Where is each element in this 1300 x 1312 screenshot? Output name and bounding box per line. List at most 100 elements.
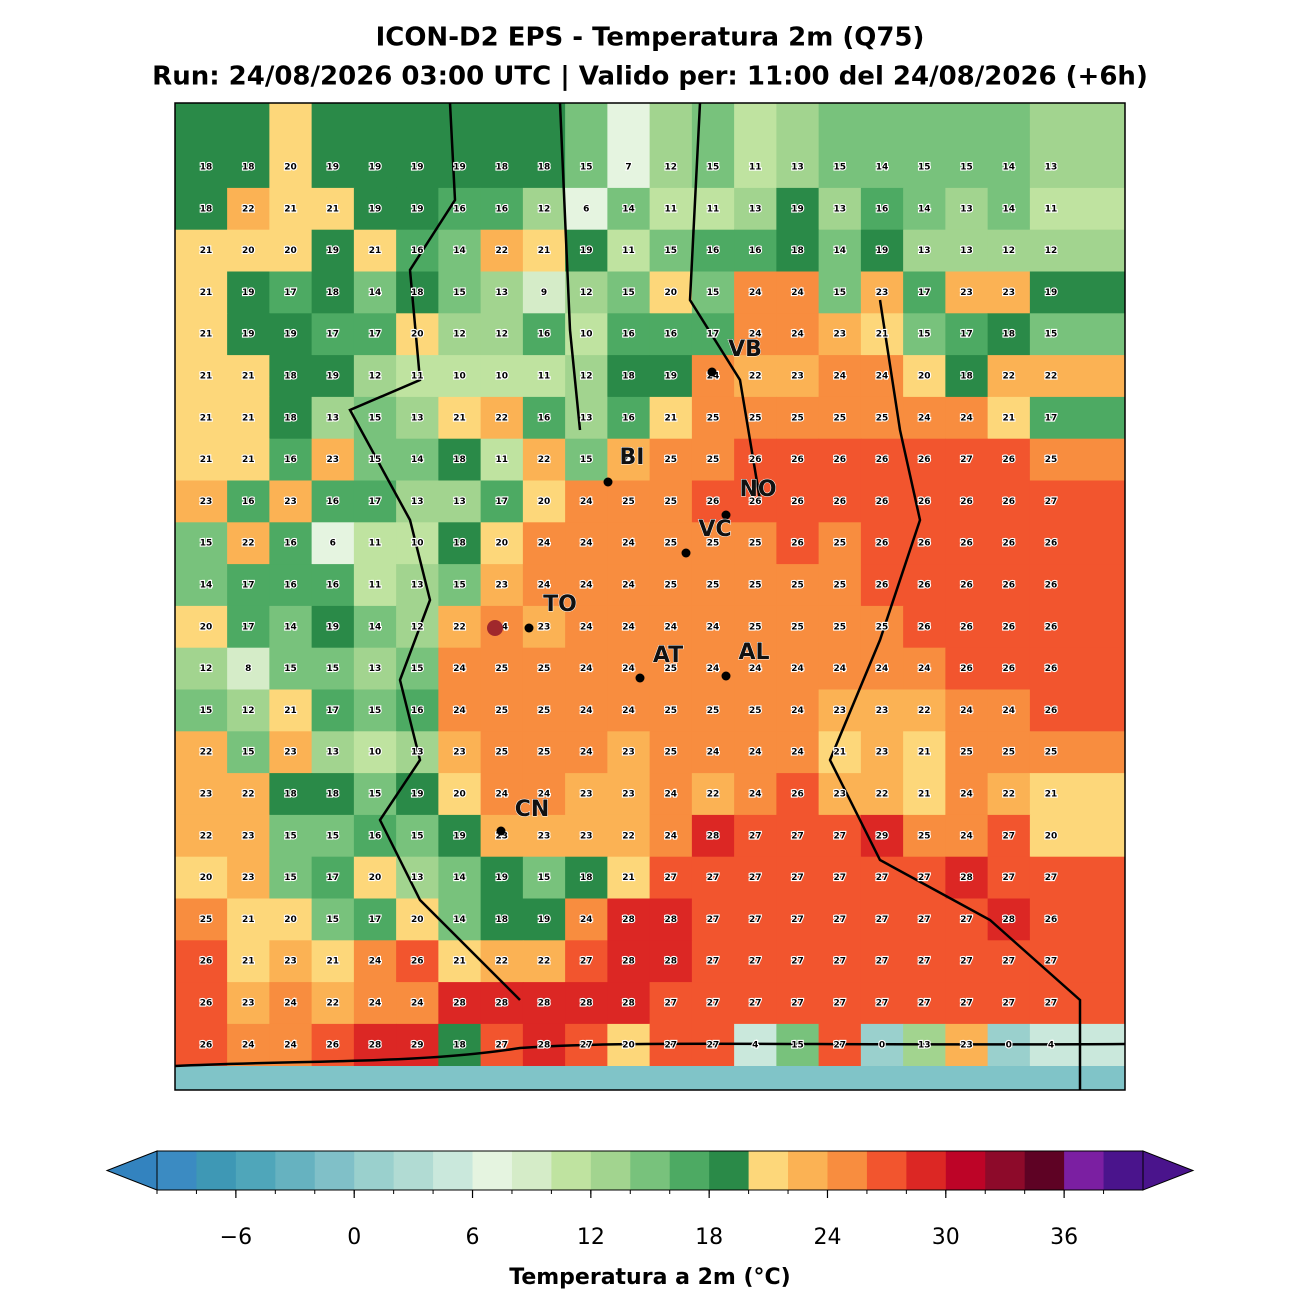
cell-label: 27 [876,873,889,883]
cell [1029,814,1126,858]
cell [353,898,397,941]
cell [175,856,228,899]
cell [522,229,566,272]
cell-label: 27 [664,999,677,1009]
title: ICON-D2 EPS - Temperatura 2m (Q75) [376,23,925,53]
cell-label: 23 [622,455,635,465]
cell-label: 23 [791,372,804,382]
cell-label: 24 [791,706,804,716]
cell [311,438,355,481]
cell-label: 23 [622,790,635,800]
cell-label: 13 [495,288,508,298]
cell-label: 13 [960,246,973,256]
cell-label: 21 [284,204,297,214]
cell-label: 24 [538,790,551,800]
cell-label: 25 [664,706,677,716]
cell-label: 26 [326,1040,339,1050]
cell-label: 21 [918,748,931,758]
cell [860,438,904,481]
colorbar-swatch [196,1151,237,1190]
cell-label: 19 [411,204,424,214]
cell [945,731,989,774]
city-dot [707,367,717,377]
cell-label: 27 [833,999,846,1009]
cell-label: 17 [242,581,255,591]
colorbar-swatch [945,1151,986,1190]
cell [649,898,693,941]
cell [1029,187,1126,231]
cell-label: 26 [960,539,973,549]
cell-label: 26 [960,664,973,674]
cell-label: 24 [622,706,635,716]
cell [818,522,862,565]
cell [734,982,777,1025]
cell [227,731,270,774]
cell [522,271,566,314]
cell [649,605,693,649]
cell [734,773,777,816]
cell [1029,564,1126,607]
cell [522,731,566,774]
cell-label: 13 [833,204,846,214]
cell-label: 11 [369,539,382,549]
cell-label: 23 [200,790,213,800]
cities: VB BI NO VC TO AT AL CN [496,337,777,836]
cell [227,187,270,231]
cell [734,647,777,690]
cell-label: 11 [664,204,677,214]
cell-label: 24 [918,413,931,423]
cell [353,982,397,1025]
cell [175,480,228,523]
cell-label: 23 [326,455,339,465]
cell-label: 25 [833,539,846,549]
cell [1029,480,1126,523]
cell-label: 27 [918,915,931,925]
cell-label: 27 [1045,999,1058,1009]
cell-label: 26 [918,539,931,549]
colorbar-swatch [354,1151,395,1190]
city-label: AL [738,640,769,665]
cell-label: 12 [200,664,213,674]
cell-label: 15 [284,664,297,674]
cell-label: 12 [664,163,677,173]
cell [987,856,1031,899]
cell-label: 27 [1002,999,1015,1009]
cell [522,773,566,816]
cell [903,355,946,398]
cell-label: 18 [200,204,213,214]
cell-label: 24 [960,413,973,423]
cell-label: 27 [876,999,889,1009]
cell-label: 23 [453,748,466,758]
cell [818,229,862,272]
cell-label: 28 [622,915,635,925]
cell-label: 20 [411,915,424,925]
cell-label: 13 [918,246,931,256]
colorbar-swatch [1103,1151,1144,1190]
cell [903,564,946,607]
cell-label: 15 [369,790,382,800]
cell-label: 19 [326,372,339,382]
cell [1029,271,1126,314]
cell-label: 16 [622,330,635,340]
cell [175,898,228,941]
cell [175,271,228,314]
cell [818,898,862,941]
tick-label: 6 [466,1225,480,1250]
cell-label: 14 [284,622,297,632]
cell-label: 10 [411,539,424,549]
cell-label: 26 [918,497,931,507]
cell [1029,898,1126,941]
cell-label: 22 [453,622,466,632]
cell [522,187,566,231]
subtitle: Run: 24/08/2026 03:00 UTC | Valido per: … [152,62,1148,92]
cell-label: 14 [1002,204,1015,214]
cell [818,982,862,1025]
tick-label: 0 [347,1225,361,1250]
city-dot [635,673,645,683]
cell [987,689,1031,732]
cell [691,647,735,690]
cell-label: 26 [411,957,424,967]
cell-label: 24 [791,330,804,340]
cell-label: 23 [876,288,889,298]
cell-label: 24 [411,999,424,1009]
